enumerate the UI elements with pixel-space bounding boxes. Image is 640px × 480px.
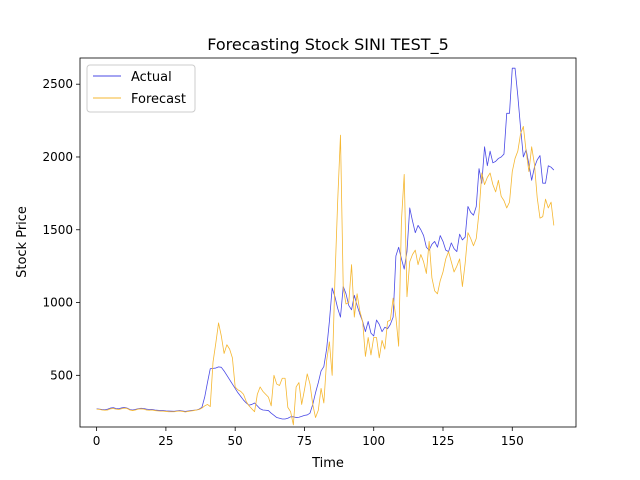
- x-tick-label: 0: [93, 434, 101, 448]
- legend-box: [86, 64, 196, 113]
- x-tick-label: 150: [501, 434, 524, 448]
- y-tick-label: 2000: [42, 150, 73, 164]
- x-tick-label: 100: [362, 434, 385, 448]
- series-layer: [96, 67, 555, 426]
- x-tick-label: 25: [158, 434, 173, 448]
- x-axis-ticks: 0 25 50 75 100 125 150: [93, 427, 524, 448]
- x-axis-label: Time: [311, 456, 344, 471]
- legend: Actual Forecast: [86, 64, 196, 113]
- y-axis-ticks: 500 1000 1500 2000 2500: [42, 77, 80, 382]
- series-line-actual: [96, 67, 555, 420]
- legend-label-forecast: Forecast: [131, 92, 186, 107]
- plot-area: [80, 58, 576, 427]
- legend-label-actual: Actual: [131, 70, 172, 85]
- x-tick-label: 125: [432, 434, 455, 448]
- x-tick-label: 50: [228, 434, 243, 448]
- series-line-forecast: [96, 126, 555, 426]
- y-tick-label: 500: [50, 368, 73, 382]
- y-axis-label: Stock Price: [15, 206, 30, 278]
- y-tick-label: 2500: [42, 77, 73, 91]
- chart-title: Forecasting Stock SINI TEST_5: [207, 35, 449, 55]
- plot-frame: [79, 57, 577, 428]
- y-tick-label: 1000: [42, 296, 73, 310]
- x-tick-label: 75: [297, 434, 312, 448]
- y-tick-label: 1500: [42, 223, 73, 237]
